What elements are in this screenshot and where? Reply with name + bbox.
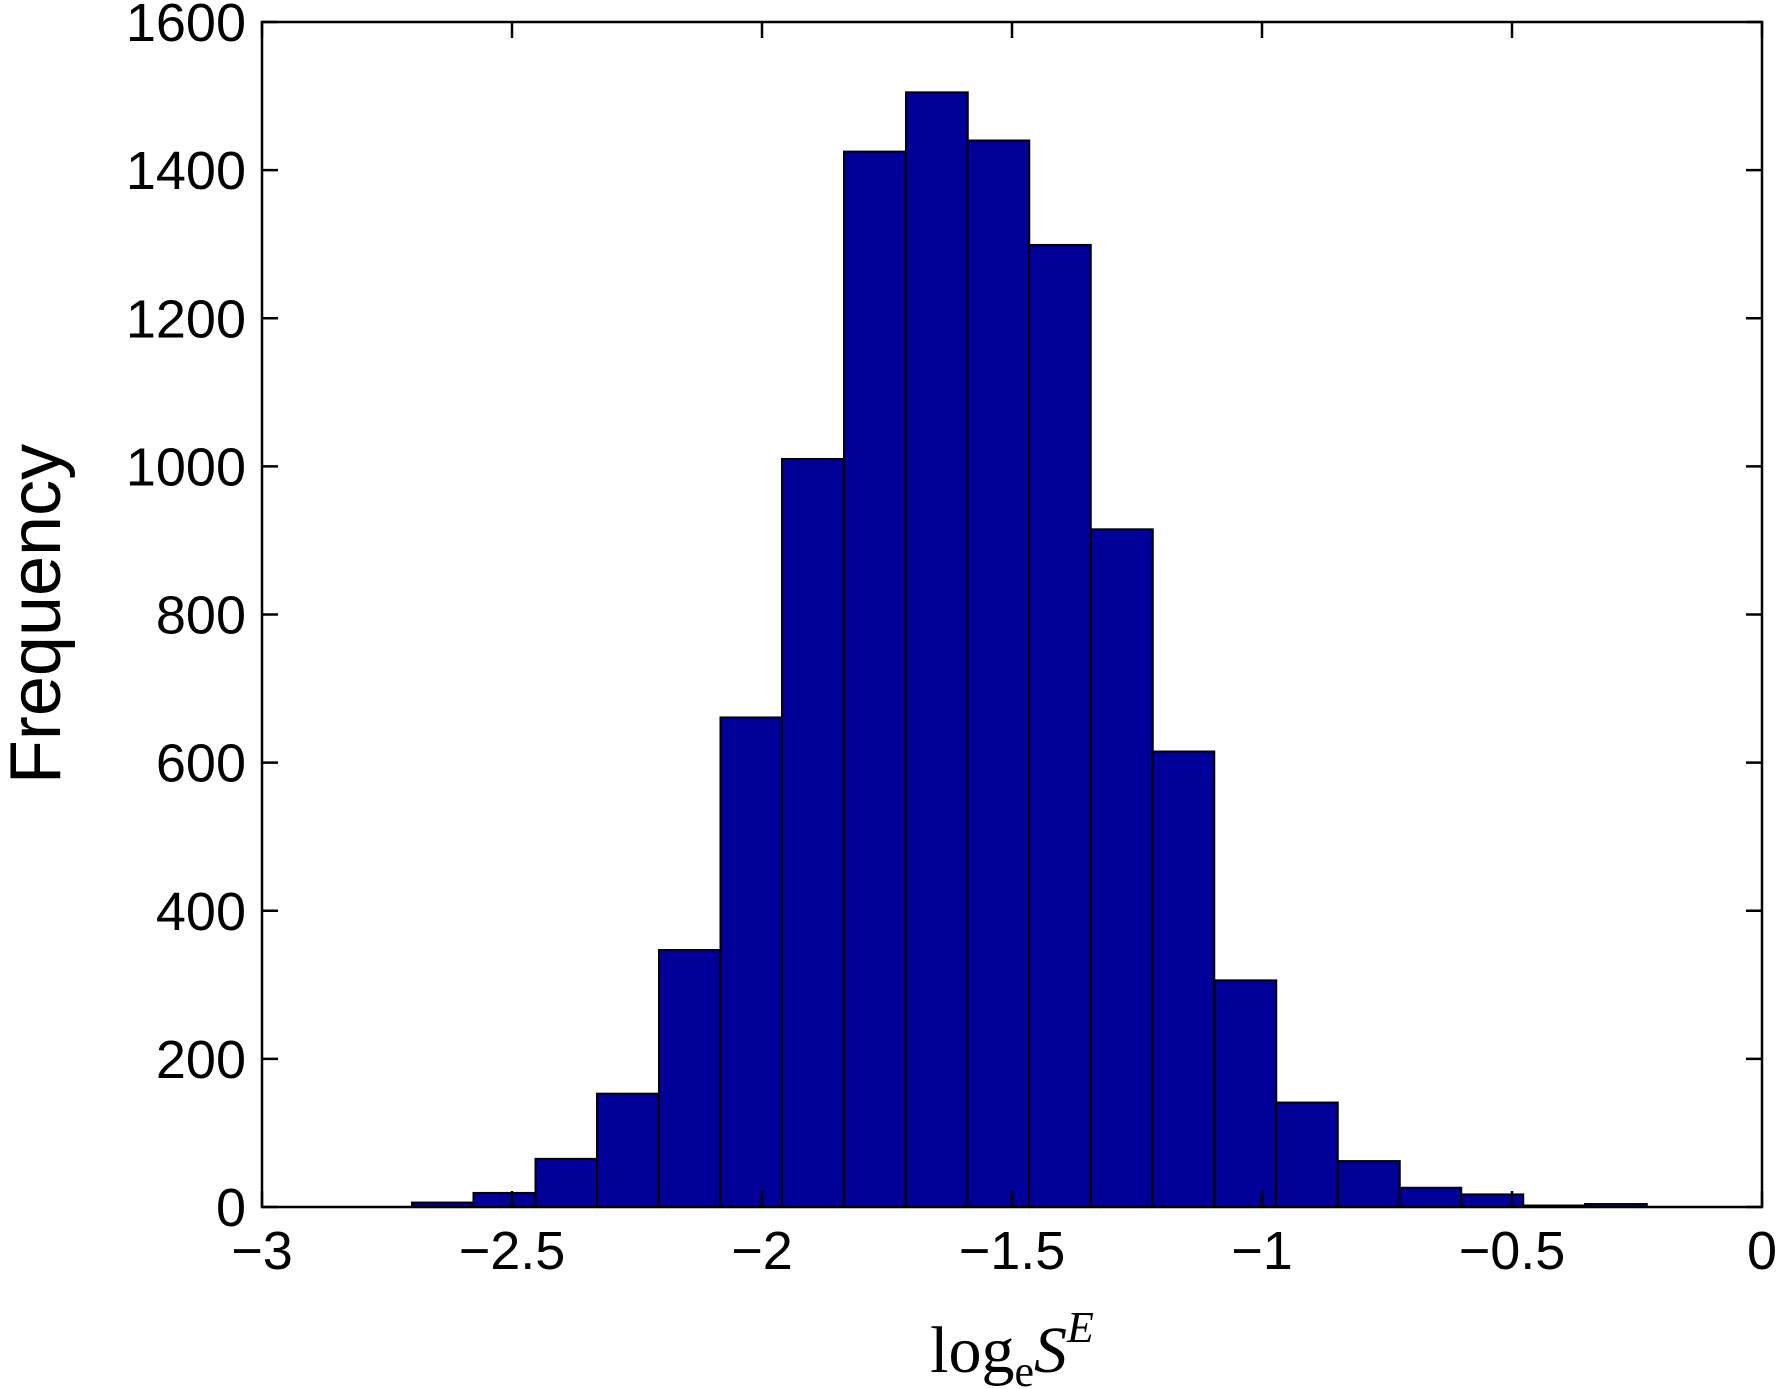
histogram-bar [1275,1101,1339,1209]
histogram-bar [534,1157,599,1208]
histogram-bar [658,949,722,1208]
histogram-bar [905,91,969,1208]
histogram-bar [1213,979,1278,1209]
histogram-bar [596,1092,660,1208]
x-tick-label: −2.5 [459,1221,566,1281]
histogram-bar [843,150,907,1208]
x-axis-title-subscript: e [1014,1347,1034,1389]
histogram-bar [719,716,784,1209]
x-tick-label: −3 [231,1221,293,1281]
y-tick-label: 1000 [126,437,246,497]
y-tick-label: 200 [156,1030,246,1090]
histogram-bar [1090,528,1154,1208]
y-tick-label: 1600 [126,0,246,53]
x-tick-label: −1 [1231,1221,1293,1281]
plot-frame [260,20,1764,1209]
x-axis-title-superscript: E [1066,1303,1094,1352]
histogram-bar [1151,750,1216,1208]
x-tick-label: 0 [1747,1221,1777,1281]
histogram-bar [1337,1160,1401,1209]
y-tick-label: 600 [156,734,246,794]
y-tick-labels: 0 200 400 600 800 1000 1200 1400 1600 [126,0,246,1238]
x-tick-labels: −3 −2.5 −2 −1.5 −1 −0.5 0 [231,1221,1777,1281]
x-axis-title-base: log [930,1314,1014,1387]
histogram-bar [781,457,845,1208]
x-tick-label: −2 [731,1221,793,1281]
y-tick-label: 1400 [126,141,246,201]
histogram-bar [966,139,1031,1208]
y-tick-label: 0 [216,1178,246,1238]
x-axis-title-variable: S [1034,1314,1067,1387]
histogram-bar [1398,1186,1463,1209]
histogram-bar [1028,243,1092,1209]
x-axis-title: logeSE [930,1303,1094,1389]
histogram-bar [1460,1193,1525,1209]
y-tick-label: 1200 [126,289,246,349]
x-tick-label: −1.5 [959,1221,1066,1281]
y-axis-title: Frequency [0,444,76,784]
x-tick-label: −0.5 [1459,1221,1566,1281]
y-tick-label: 800 [156,586,246,646]
histogram-bar [472,1191,537,1208]
bars-group [411,91,1648,1209]
y-tick-label: 400 [156,882,246,942]
